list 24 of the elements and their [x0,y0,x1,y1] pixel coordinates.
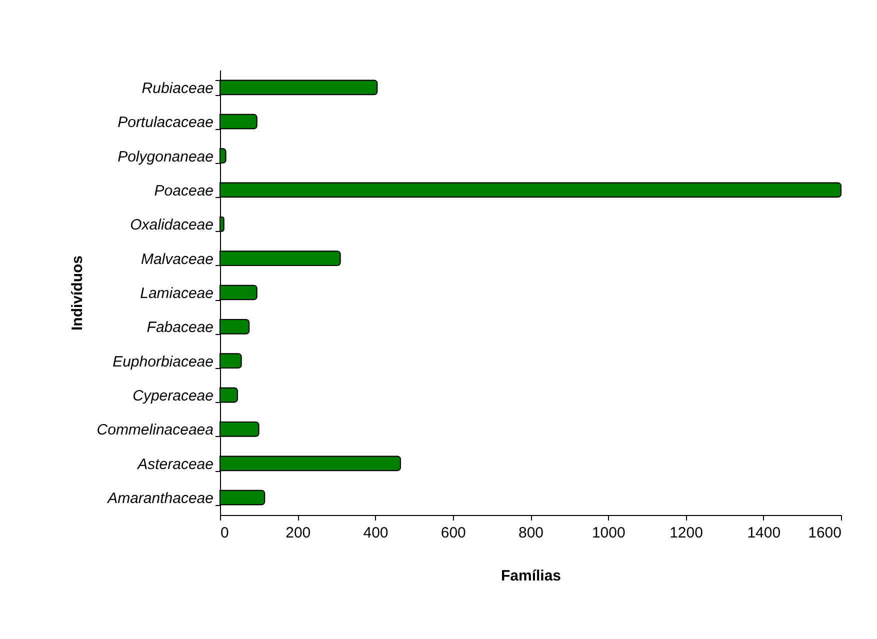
x-tick-label: 200 [286,524,311,542]
y-tick-label: Cyperaceae [132,388,214,405]
y-tick-label: Polygonaneae [118,148,214,166]
y-tick-label: Commelinaceaea [96,422,214,439]
x-axis-title: Famílias [500,568,562,584]
y-axis-title: Indivíduos [68,256,86,330]
y-tick-label: Amaranthaceae [106,490,214,508]
y-tick-label: Lamiaceae [140,285,214,302]
x-tick-label: 600 [440,524,466,542]
x-tick-label: 1400 [747,524,781,542]
y-tick-label: Fabaceae [146,319,214,336]
x-tick-label: 1200 [670,524,703,542]
y-tick-label: Portulacaceae [118,114,214,132]
x-tick-label: 1600 [808,524,842,542]
y-tick-label: Oxalidaceae [130,216,214,234]
y-tick-label: Euphorbiaceae [112,353,214,370]
y-tick-label: Rubiaceae [142,80,214,97]
x-tick-label: 1000 [592,524,626,542]
y-tick-label: Malvaceae [140,250,214,268]
x-tick-label: 0 [220,524,229,542]
y-tick-label: Poaceae [154,182,214,200]
x-tick-label: 800 [518,524,544,542]
y-tick-label: Asteraceae [136,456,214,473]
x-tick-label: 400 [363,524,388,542]
